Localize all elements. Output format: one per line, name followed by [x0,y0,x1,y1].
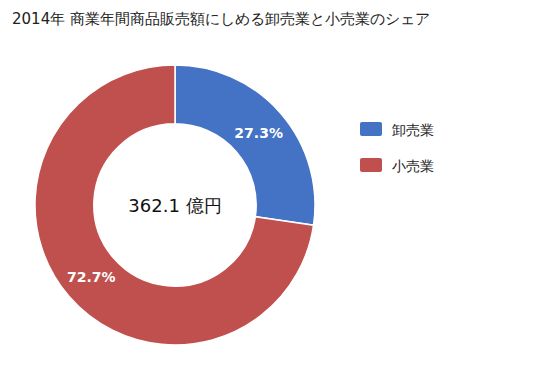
legend-label: 卸売業 [392,122,434,138]
legend-label: 小売業 [392,158,434,174]
legend-swatch [360,122,382,136]
data-label: 27.3% [234,125,283,141]
slices [35,65,315,345]
slice-labels: 27.3% 72.7% [67,125,283,286]
center-text: 362.1 億円 [128,195,221,216]
data-label: 72.7% [67,269,116,285]
slice [35,65,314,345]
legend: 卸売業小売業 [360,122,434,174]
title: 2014年 商業年間商品販売額にしめる卸売業と小売業のシェア [12,10,430,28]
chart-svg: 2014年 商業年間商品販売額にしめる卸売業と小売業のシェア 27.3% 72.7%… [0,0,560,366]
chart-container: 2014年 商業年間商品販売額にしめる卸売業と小売業のシェア 27.3% 72.7%… [0,0,560,366]
background [0,0,560,366]
legend-swatch [360,158,382,172]
